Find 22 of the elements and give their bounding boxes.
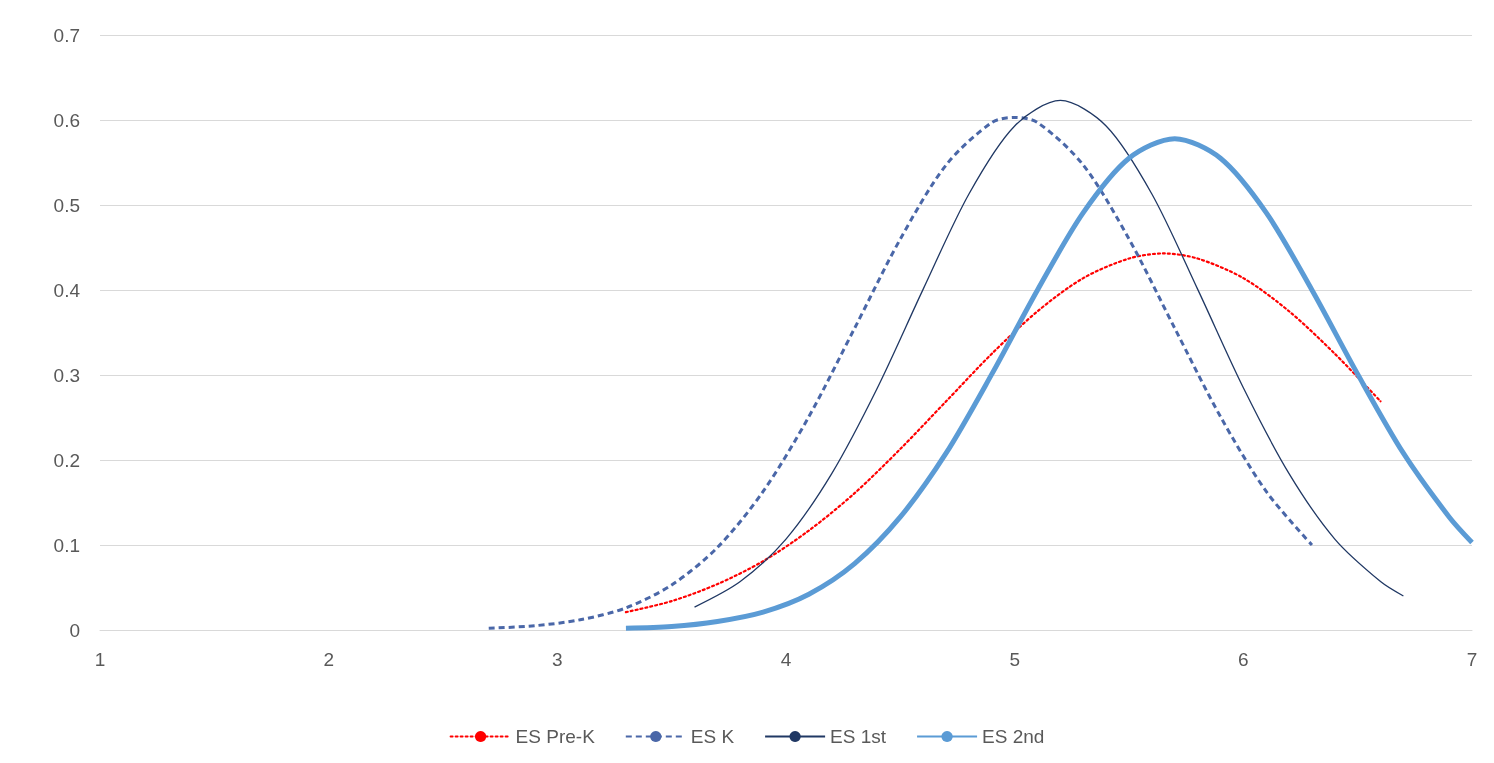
x-tick-label: 2 [323,649,334,670]
y-tick-label: 0.2 [53,449,80,471]
x-tick-label: 4 [780,649,792,670]
legend-label: ES 2nd [982,726,1045,747]
line-series [693,99,1405,608]
x-tick-label: 1 [94,649,106,670]
x-tick-label: 6 [1238,649,1249,670]
y-tick-label: 0 [69,619,80,641]
x-tick-label: 3 [552,649,563,670]
y-tick-label: 0.1 [53,534,80,556]
y-tick-label: 0.4 [53,279,81,301]
legend-label: ES K [690,726,735,747]
line-series [624,252,1382,614]
y-tick-label: 0.6 [53,109,80,131]
x-tick-label: 5 [1009,649,1020,670]
y-tick-label: 0.3 [53,364,80,386]
x-tick-label: 7 [1466,649,1478,670]
y-tick-label: 0.7 [53,24,80,46]
legend-label: ES 1st [830,726,887,747]
legend-label: ES Pre-K [515,726,596,747]
line-series [487,115,1314,630]
y-tick-label: 0.5 [53,194,80,216]
